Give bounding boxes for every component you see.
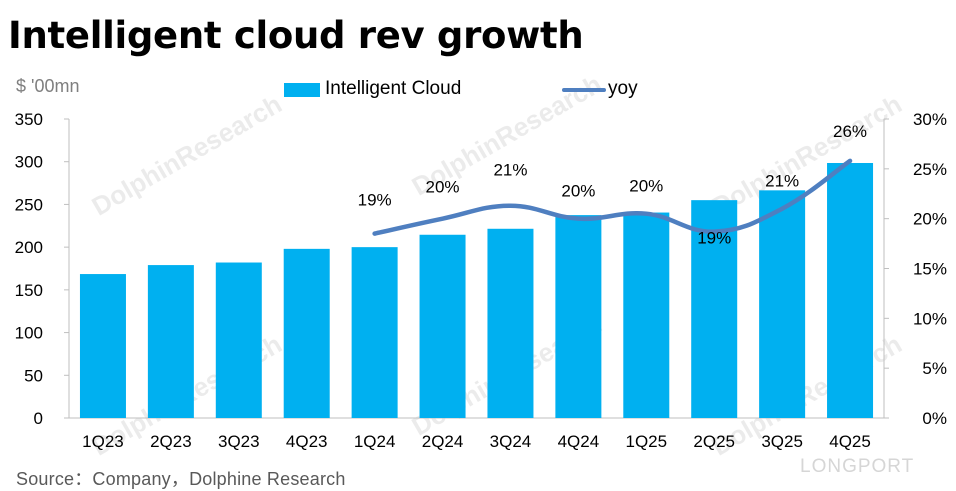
bar xyxy=(283,248,330,418)
y-left-tick-label: 350 xyxy=(15,110,43,129)
y-right-tick-label: 10% xyxy=(913,309,947,328)
yoy-series-line xyxy=(372,158,853,236)
y-left-tick-label: 300 xyxy=(15,153,43,172)
y-right-tick-label: 25% xyxy=(913,160,947,179)
x-tick-label: 1Q23 xyxy=(82,432,124,451)
legend-swatch-line xyxy=(562,88,606,92)
yoy-data-label: 20% xyxy=(629,177,663,196)
yoy-data-label: 26% xyxy=(833,122,867,141)
bar xyxy=(147,265,194,418)
x-tick-label: 2Q24 xyxy=(422,432,464,451)
y-left-tick-label: 100 xyxy=(15,324,43,343)
yoy-data-label: 21% xyxy=(493,161,527,180)
bar xyxy=(827,162,874,418)
bar xyxy=(351,247,398,418)
x-tick-label: 3Q24 xyxy=(490,432,532,451)
bar xyxy=(623,212,670,418)
y-left-tick-label: 150 xyxy=(15,281,43,300)
bar xyxy=(79,274,126,418)
legend-label-bar: Intelligent Cloud xyxy=(325,78,462,99)
y-left-tick-label: 200 xyxy=(15,238,43,257)
x-tick-label: 3Q25 xyxy=(761,432,803,451)
y-right-tick-label: 0% xyxy=(922,409,947,428)
x-tick-label: 1Q24 xyxy=(354,432,396,451)
bar xyxy=(419,234,466,418)
x-tick-label: 4Q25 xyxy=(829,432,871,451)
y-axis-unit-label: $ '00mn xyxy=(16,76,80,96)
x-tick-label: 3Q23 xyxy=(218,432,260,451)
yoy-data-label: 19% xyxy=(358,191,392,210)
y-left-tick-label: 50 xyxy=(24,366,43,385)
bar xyxy=(555,215,602,418)
yoy-data-label: 20% xyxy=(426,178,460,197)
chart-title: Intelligent cloud rev growth xyxy=(8,14,584,57)
bar xyxy=(487,228,534,418)
y-right-tick-label: 30% xyxy=(913,110,947,129)
x-tick-label: 4Q23 xyxy=(286,432,328,451)
x-tick-label: 4Q24 xyxy=(558,432,600,451)
bar xyxy=(691,200,738,418)
bar xyxy=(759,190,806,418)
source-note: Source：Company，Dolphine Research xyxy=(16,469,346,489)
y-right-tick-label: 15% xyxy=(913,260,947,279)
chart-legend: Intelligent Cloud yoy xyxy=(0,78,956,104)
legend-swatch-bar xyxy=(284,83,320,97)
x-tick-label: 1Q25 xyxy=(625,432,667,451)
yoy-data-label: 21% xyxy=(765,172,799,191)
y-right-tick-label: 20% xyxy=(913,210,947,229)
y-right-tick-label: 5% xyxy=(922,359,947,378)
yoy-data-label: 20% xyxy=(561,182,595,201)
x-tick-label: 2Q25 xyxy=(693,432,735,451)
brand-watermark: LONGPORT xyxy=(800,456,915,477)
legend-label-line: yoy xyxy=(608,78,638,99)
y-left-tick-label: 250 xyxy=(15,195,43,214)
x-tick-label: 2Q23 xyxy=(150,432,192,451)
yoy-data-label: 19% xyxy=(697,229,731,248)
y-left-tick-label: 0 xyxy=(34,409,43,428)
bar xyxy=(215,262,262,418)
